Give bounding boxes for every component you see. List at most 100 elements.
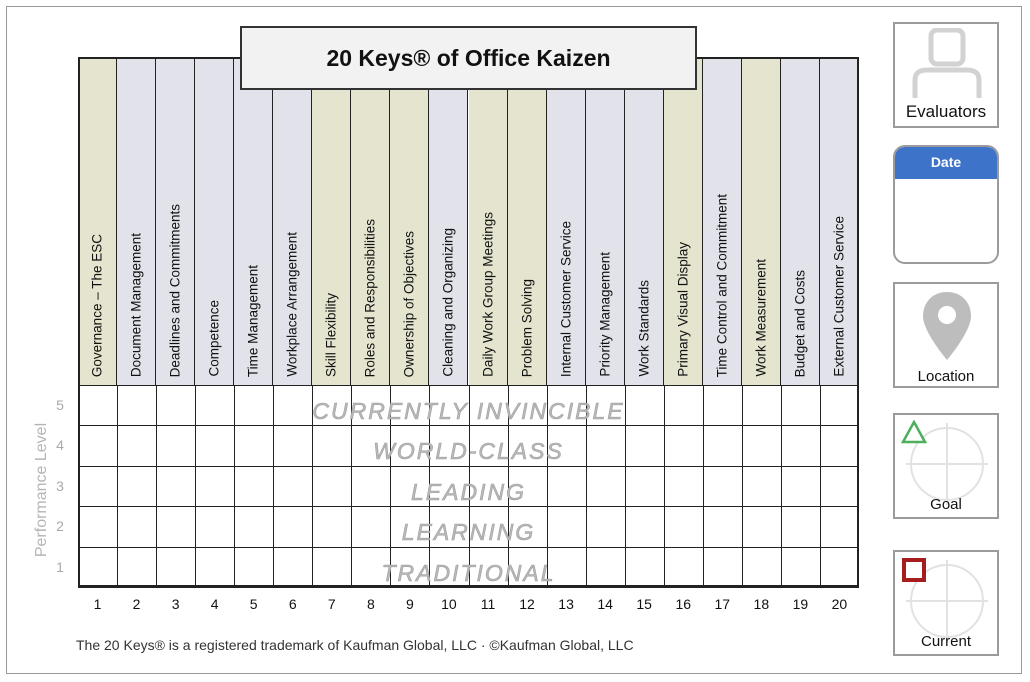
grid-column-line: [273, 385, 275, 587]
key-column-7: Skill Flexibility: [312, 57, 352, 385]
grid-column-line: [585, 385, 587, 587]
date-card[interactable]: Date: [893, 145, 999, 264]
key-column-19: Budget and Costs: [780, 57, 820, 385]
current-label: Current: [920, 633, 972, 650]
key-number: 14: [597, 596, 613, 612]
evaluators-label: Evaluators: [905, 102, 987, 121]
level-label: LEADING: [411, 478, 526, 505]
key-number: 9: [405, 596, 414, 612]
key-column-18: Work Measurement: [741, 57, 781, 385]
key-column-15: Work Standards: [624, 57, 664, 385]
location-card[interactable]: Location: [893, 282, 999, 388]
page-frame: [6, 6, 1022, 674]
key-label: Cleaning and Organizing: [440, 228, 456, 377]
grid-column-line: [429, 385, 431, 587]
footer-trademark: The 20 Keys® is a registered trademark o…: [76, 637, 634, 653]
key-column-14: Priority Management: [585, 57, 625, 385]
key-column-5: Time Management: [234, 57, 274, 385]
key-number: 3: [171, 596, 180, 612]
key-label: Governance – The ESC: [89, 233, 105, 377]
date-header: Date: [895, 147, 997, 179]
key-column-16: Primary Visual Display: [663, 57, 703, 385]
grid-column-line: [546, 385, 548, 587]
level-label: CURRENTLY INVINCIBLE: [312, 398, 625, 425]
grid-column-line: [195, 385, 197, 587]
level-label: LEARNING: [401, 519, 536, 546]
key-column-2: Document Management: [117, 57, 157, 385]
key-label: External Customer Service: [831, 216, 847, 377]
key-column-3: Deadlines and Commitments: [156, 57, 196, 385]
person-icon: [912, 28, 982, 98]
level-label: TRADITIONAL: [381, 559, 556, 586]
level-number: 2: [56, 518, 64, 535]
map-pin-icon: [923, 292, 971, 360]
level-number: 3: [56, 477, 64, 494]
key-number: 13: [558, 596, 574, 612]
key-label: Budget and Costs: [792, 269, 808, 377]
key-number: 2: [132, 596, 141, 612]
key-label: Internal Customer Service: [558, 220, 574, 377]
key-column-1: Governance – The ESC: [78, 57, 117, 385]
key-number: 17: [714, 596, 731, 612]
grid-column-line: [507, 385, 509, 587]
key-number: 11: [480, 596, 496, 612]
key-number: 20: [831, 596, 848, 612]
key-number: 10: [441, 596, 457, 612]
key-label: Document Management: [128, 232, 144, 377]
grid-column-line: [819, 385, 821, 587]
key-column-10: Cleaning and Organizing: [429, 57, 469, 385]
key-label: Skill Flexibility: [323, 292, 339, 377]
level-number: 1: [56, 558, 64, 575]
key-number: 16: [675, 596, 692, 612]
grid-column-line: [741, 385, 743, 587]
level-number: 5: [56, 397, 64, 413]
evaluators-card[interactable]: Evaluators: [893, 22, 999, 128]
key-label: Competence: [206, 300, 222, 377]
key-number: 6: [288, 596, 297, 612]
key-column-6: Workplace Arrangement: [273, 57, 313, 385]
key-label: Deadlines and Commitments: [167, 203, 183, 377]
key-number: 5: [249, 596, 258, 612]
key-label: Daily Work Group Meetings: [480, 212, 495, 377]
crosshair-icon: [906, 423, 988, 505]
key-label: Roles and Responsibilities: [362, 218, 378, 377]
grid-column-line: [156, 385, 158, 587]
chart-title: 20 Keys® of Office Kaizen: [240, 26, 697, 90]
key-label: Time Control and Commitment: [714, 193, 730, 377]
key-column-9: Ownership of Objectives: [390, 57, 430, 385]
key-label: Time Management: [245, 264, 261, 377]
square-icon: [902, 558, 926, 582]
key-label: Ownership of Objectives: [401, 230, 417, 377]
goal-label: Goal: [930, 496, 962, 513]
key-column-4: Competence: [195, 57, 235, 385]
grid-column-line: [663, 385, 665, 587]
performance-level-axis-label: Performance Level: [33, 422, 50, 558]
key-number: 18: [753, 596, 770, 612]
triangle-icon: [901, 420, 927, 444]
grid-column-line: [351, 385, 353, 587]
grid-row-line: [78, 587, 859, 588]
key-label: Work Standards: [636, 280, 652, 377]
location-label: Location: [917, 368, 975, 385]
key-column-13: Internal Customer Service: [546, 57, 586, 385]
key-column-17: Time Control and Commitment: [702, 57, 742, 385]
key-number: 19: [792, 596, 809, 612]
grid-column-line: [624, 385, 626, 587]
grid-column-line: [234, 385, 236, 587]
key-number: 8: [366, 596, 375, 612]
grid-column-line: [702, 385, 704, 587]
grid-column-line: [468, 385, 470, 587]
key-label: Priority Management: [597, 252, 613, 377]
key-label: Primary Visual Display: [675, 242, 691, 377]
current-card[interactable]: Current: [893, 550, 999, 656]
key-number: 7: [327, 596, 336, 612]
goal-card[interactable]: Goal: [893, 413, 999, 519]
key-column-8: Roles and Responsibilities: [351, 57, 391, 385]
key-column-12: Problem Solving: [507, 57, 547, 385]
grid-column-line: [312, 385, 314, 587]
key-column-20: External Customer Service: [819, 57, 859, 385]
key-number: 1: [93, 596, 102, 612]
grid-column-line: [390, 385, 392, 587]
grid-column-line: [780, 385, 782, 587]
key-column-11: Daily Work Group Meetings: [468, 57, 508, 385]
